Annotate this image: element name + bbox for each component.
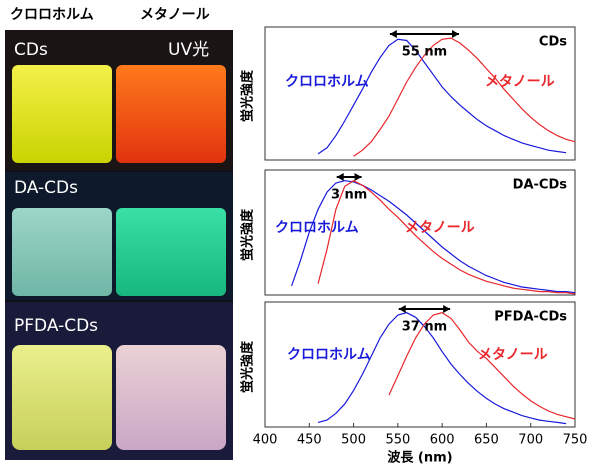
x-tick-label: 650 — [474, 433, 499, 448]
x-tick-label: 600 — [430, 433, 455, 448]
vial — [116, 65, 226, 163]
y-axis-label: 蛍光強度 — [240, 69, 256, 122]
annotation: 3 nm — [331, 188, 367, 203]
y-axis-label: 蛍光強度 — [240, 208, 256, 261]
photo-header: メタノール — [140, 7, 210, 23]
x-tick-label: 450 — [297, 433, 322, 448]
chart-title: DA-CDs — [513, 178, 568, 193]
series-label: メタノール — [485, 74, 555, 90]
series-label: メタノール — [405, 220, 475, 236]
x-tick-label: 500 — [341, 433, 366, 448]
annotation: 55 nm — [402, 45, 447, 60]
x-tick-label: 400 — [253, 433, 278, 448]
chart-title: CDs — [539, 35, 567, 50]
vial — [12, 345, 112, 450]
photo-header: クロロホルム — [10, 7, 94, 23]
series-label: クロロホルム — [275, 220, 359, 236]
photo-label: UV光 — [168, 40, 209, 60]
series-label: クロロホルム — [287, 347, 371, 363]
figure: クロロホルム メタノール CDs UV光 DA-CDs PFDA-CDs CDs… — [0, 0, 590, 465]
vial — [116, 345, 226, 450]
x-axis-label: 波長 (nm) — [387, 450, 452, 466]
annotation: 37 nm — [402, 320, 447, 335]
x-tick-label: 550 — [385, 433, 410, 448]
series-label: メタノール — [478, 347, 548, 363]
photo-panel: クロロホルム メタノール CDs UV光 DA-CDs PFDA-CDs — [5, 7, 233, 460]
photo-label: DA-CDs — [14, 178, 78, 198]
photo-label: CDs — [14, 40, 48, 60]
x-tick-label: 750 — [563, 433, 588, 448]
chart-title: PFDA-CDs — [494, 310, 567, 325]
spectrum-line — [354, 38, 575, 156]
vial — [12, 65, 112, 163]
photo-label: PFDA-CDs — [14, 316, 98, 336]
vial — [116, 208, 226, 296]
vial — [12, 208, 112, 296]
series-label: クロロホルム — [285, 74, 369, 90]
y-axis-label: 蛍光強度 — [240, 340, 256, 393]
x-tick-label: 700 — [518, 433, 543, 448]
